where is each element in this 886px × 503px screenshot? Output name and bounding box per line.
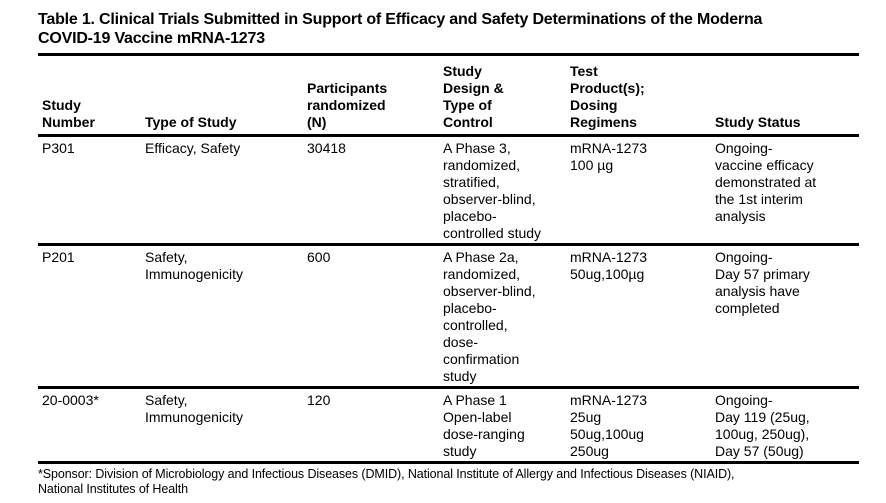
table-row: P201 Safety, Immunogenicity 600 A Phase … (38, 245, 859, 388)
header-study-design: Study Design & Type of Control (443, 54, 570, 137)
test-product-cell: mRNA-1273 50ug,100µg (570, 249, 648, 282)
header-study-number: Study Number (38, 54, 145, 137)
test-product-cell: mRNA-1273 100 µg (570, 140, 648, 173)
participants-cell: 30418 (307, 140, 346, 156)
clinical-trials-table: Study Number Type of Study Participants … (38, 53, 859, 464)
header-study-status: Study Status (715, 54, 859, 137)
study-status-cell: Ongoing- Day 57 primary analysis have co… (715, 249, 810, 316)
study-number-cell: P301 (42, 140, 75, 156)
study-design-cell: A Phase 3, randomized, stratified, obser… (443, 140, 542, 241)
test-product-cell: mRNA-1273 25ug 50ug,100ug 250ug (570, 392, 648, 459)
study-status-cell: Ongoing- Day 119 (25ug, 100ug, 250ug), D… (715, 392, 810, 459)
header-row: Study Number Type of Study Participants … (38, 54, 859, 137)
header-test-product: Test Product(s); Dosing Regimens (570, 54, 715, 137)
study-status-cell: Ongoing- vaccine efficacy demonstrated a… (715, 140, 817, 224)
study-design-cell: A Phase 2a, randomized, observer-blind, … (443, 249, 536, 384)
table-title: Table 1. Clinical Trials Submitted in Su… (38, 11, 763, 47)
table-row: 20-0003* Safety, Immunogenicity 120 A Ph… (38, 388, 859, 463)
type-of-study-cell: Safety, Immunogenicity (145, 249, 244, 282)
type-of-study-cell: Safety, Immunogenicity (145, 392, 244, 425)
study-number-cell: P201 (42, 249, 75, 265)
header-type-of-study: Type of Study (145, 54, 307, 137)
study-number-cell: 20-0003* (42, 392, 99, 408)
table-footnote: *Sponsor: Division of Microbiology and I… (38, 467, 735, 496)
study-design-cell: A Phase 1 Open-label dose-ranging study (443, 392, 525, 459)
header-participants: Participants randomized (N) (307, 54, 443, 137)
table-row: P301 Efficacy, Safety 30418 A Phase 3, r… (38, 136, 859, 245)
participants-cell: 600 (307, 249, 331, 265)
type-of-study-cell: Efficacy, Safety (145, 140, 241, 156)
participants-cell: 120 (307, 392, 331, 408)
